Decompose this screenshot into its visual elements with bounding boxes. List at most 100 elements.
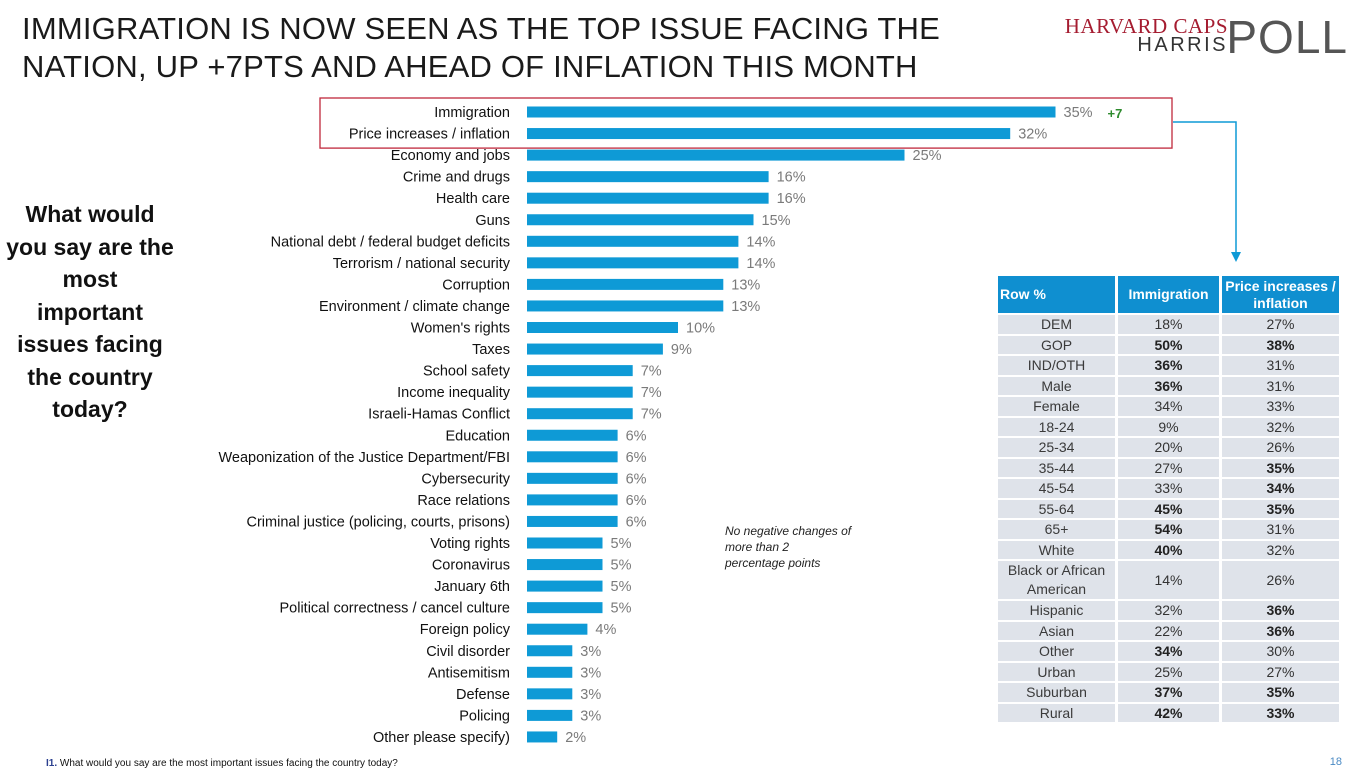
row-label: Rural — [998, 703, 1115, 722]
value-label: 16% — [777, 170, 806, 186]
category-label: Income inequality — [397, 385, 511, 401]
row-label: IND/OTH — [998, 356, 1115, 375]
category-label: Environment / climate change — [319, 299, 510, 315]
bar — [527, 602, 603, 614]
inflation-value: 35% — [1222, 683, 1339, 702]
footnote-text: What would you say are the most importan… — [57, 758, 398, 769]
header-price-increases: Price increases / inflation — [1222, 276, 1339, 313]
bar — [527, 580, 603, 592]
category-label: Coronavirus — [432, 558, 510, 574]
category-label: Defense — [456, 687, 510, 703]
inflation-value: 31% — [1222, 520, 1339, 539]
inflation-value: 38% — [1222, 335, 1339, 354]
row-label: 55-64 — [998, 499, 1115, 518]
immigration-value: 33% — [1118, 479, 1219, 498]
inflation-value: 35% — [1222, 458, 1339, 477]
bar — [527, 645, 573, 657]
table-row: 55-64 45% 35% — [998, 499, 1339, 518]
inflation-value: 36% — [1222, 601, 1339, 620]
value-label: 5% — [611, 558, 632, 574]
category-label: Weaponization of the Justice Department/… — [219, 450, 511, 466]
row-label: Black or African American — [998, 561, 1115, 599]
immigration-value: 36% — [1118, 356, 1219, 375]
immigration-value: 22% — [1118, 621, 1219, 640]
logo-line-2: HARRIS — [1137, 34, 1228, 56]
table-row: 18-24 9% 32% — [998, 417, 1339, 436]
inflation-value: 32% — [1222, 417, 1339, 436]
immigration-value: 34% — [1118, 397, 1219, 416]
question-line-6: the country — [27, 363, 153, 390]
category-label: Cybersecurity — [421, 471, 510, 487]
value-label: 6% — [626, 428, 647, 444]
bar — [527, 171, 769, 183]
table-row: 65+ 54% 31% — [998, 520, 1339, 539]
bar — [527, 149, 905, 161]
title-line-1: IMMIGRATION IS NOW SEEN AS THE TOP ISSUE… — [22, 11, 940, 46]
table-row: Asian 22% 36% — [998, 621, 1339, 640]
bar — [527, 235, 739, 247]
value-label: 32% — [1018, 127, 1047, 143]
bar — [527, 537, 603, 549]
harvard-caps-harris-poll-logo: HARVARD CAPS HARRIS POLL — [1048, 11, 1348, 64]
table-row: IND/OTH 36% 31% — [998, 356, 1339, 375]
category-label: Price increases / inflation — [349, 127, 510, 143]
row-label: 18-24 — [998, 417, 1115, 436]
bar — [527, 128, 1011, 140]
immigration-value: 25% — [1118, 662, 1219, 681]
category-label: Civil disorder — [426, 644, 510, 660]
row-label: Urban — [998, 662, 1115, 681]
bar — [527, 559, 603, 571]
title-line-2: NATION, UP +7PTS AND AHEAD OF INFLATION … — [22, 49, 918, 84]
row-label: Asian — [998, 621, 1115, 640]
inflation-value: 34% — [1222, 479, 1339, 498]
value-label: 15% — [762, 213, 791, 229]
bar — [527, 688, 573, 700]
row-label: Female — [998, 397, 1115, 416]
header-immigration: Immigration — [1118, 276, 1219, 313]
bar — [527, 322, 678, 333]
row-label: White — [998, 540, 1115, 559]
value-label: 7% — [641, 407, 662, 423]
category-label: Foreign policy — [420, 622, 511, 638]
note-line-2: more than 2 — [725, 540, 790, 554]
inflation-value: 30% — [1222, 642, 1339, 661]
bar — [527, 709, 573, 721]
value-label: 25% — [913, 148, 942, 164]
row-label: Male — [998, 376, 1115, 395]
category-label: Health care — [436, 191, 510, 207]
highlight-box — [319, 97, 1173, 149]
inflation-value: 32% — [1222, 540, 1339, 559]
question-line-2: you say are the — [6, 233, 174, 260]
bar — [527, 451, 618, 463]
inflation-value: 31% — [1222, 356, 1339, 375]
immigration-value: 27% — [1118, 458, 1219, 477]
inflation-value: 33% — [1222, 703, 1339, 722]
bar — [527, 214, 754, 226]
category-label: Race relations — [417, 493, 510, 509]
value-label: 9% — [671, 342, 692, 358]
category-label: Guns — [475, 213, 510, 229]
value-label: 5% — [611, 601, 632, 617]
value-label: 10% — [686, 321, 715, 337]
immigration-value: 50% — [1118, 335, 1219, 354]
value-label: 5% — [611, 579, 632, 595]
table-row: DEM 18% 27% — [998, 315, 1339, 334]
category-label: Political correctness / cancel culture — [280, 601, 511, 617]
row-label: DEM — [998, 315, 1115, 334]
table-row: Male 36% 31% — [998, 376, 1339, 395]
immigration-value: 40% — [1118, 540, 1219, 559]
page-number: 18 — [1329, 756, 1342, 768]
table-row: GOP 50% 38% — [998, 335, 1339, 354]
inflation-value: 27% — [1222, 662, 1339, 681]
table-row: 25-34 20% 26% — [998, 438, 1339, 457]
question-line-3: most — [62, 266, 118, 292]
value-label: 35% — [1064, 105, 1093, 121]
immigration-value: 32% — [1118, 601, 1219, 620]
note-line-3: percentage points — [725, 556, 821, 570]
bar — [527, 386, 633, 398]
value-label: 7% — [641, 364, 662, 380]
inflation-value: 35% — [1222, 499, 1339, 518]
logo-line-3: POLL — [1226, 11, 1348, 63]
row-label: 35-44 — [998, 458, 1115, 477]
category-label: National debt / federal budget deficits — [271, 234, 510, 250]
